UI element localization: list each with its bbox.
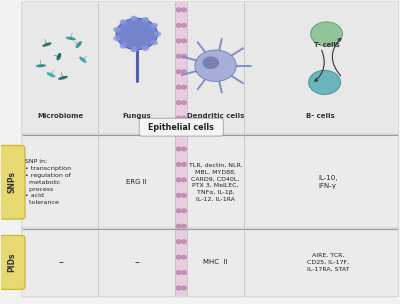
Circle shape bbox=[202, 56, 219, 69]
FancyBboxPatch shape bbox=[0, 145, 25, 219]
Circle shape bbox=[116, 18, 158, 50]
Text: TLR, dectin, NLR,
MBL, MYD88,
CARD9, CD40L,
PTX 3, MelLEC,
TNFα, IL-1β,
IL-12, I: TLR, dectin, NLR, MBL, MYD88, CARD9, CD4… bbox=[189, 163, 242, 202]
Circle shape bbox=[151, 23, 158, 28]
Circle shape bbox=[182, 163, 186, 166]
Circle shape bbox=[176, 286, 181, 290]
FancyBboxPatch shape bbox=[139, 118, 223, 136]
Circle shape bbox=[182, 178, 186, 182]
Ellipse shape bbox=[42, 43, 52, 47]
Circle shape bbox=[182, 8, 186, 12]
Circle shape bbox=[182, 101, 186, 105]
Text: MHC  II: MHC II bbox=[203, 259, 228, 265]
Circle shape bbox=[176, 194, 181, 197]
Circle shape bbox=[176, 132, 181, 135]
Circle shape bbox=[151, 40, 158, 45]
Text: AIRE, TCR,
CD25, IL-17F,
IL-17RA, STAT: AIRE, TCR, CD25, IL-17F, IL-17RA, STAT bbox=[306, 253, 349, 272]
Text: Dendritic cells: Dendritic cells bbox=[187, 113, 244, 119]
Text: SNPs: SNPs bbox=[8, 171, 16, 193]
Circle shape bbox=[176, 101, 181, 105]
Ellipse shape bbox=[36, 64, 46, 67]
Circle shape bbox=[176, 116, 181, 120]
Circle shape bbox=[195, 50, 236, 81]
Circle shape bbox=[176, 54, 181, 58]
Ellipse shape bbox=[58, 76, 68, 80]
FancyBboxPatch shape bbox=[22, 228, 399, 297]
Circle shape bbox=[176, 163, 181, 166]
Circle shape bbox=[182, 271, 186, 275]
Circle shape bbox=[182, 255, 186, 259]
Text: T- cells: T- cells bbox=[314, 42, 339, 47]
Ellipse shape bbox=[56, 53, 61, 60]
Circle shape bbox=[176, 24, 181, 27]
Circle shape bbox=[182, 39, 186, 43]
Circle shape bbox=[176, 224, 181, 228]
Circle shape bbox=[176, 8, 181, 12]
Text: –: – bbox=[134, 257, 139, 268]
Circle shape bbox=[142, 46, 149, 51]
Text: Fungus: Fungus bbox=[122, 113, 151, 119]
Circle shape bbox=[182, 224, 186, 228]
Circle shape bbox=[311, 22, 342, 46]
Circle shape bbox=[130, 47, 138, 52]
Text: B- cells: B- cells bbox=[306, 113, 335, 119]
Circle shape bbox=[142, 17, 149, 22]
Circle shape bbox=[182, 116, 186, 120]
Circle shape bbox=[182, 209, 186, 212]
Circle shape bbox=[176, 147, 181, 151]
Text: PIDs: PIDs bbox=[8, 253, 16, 272]
Circle shape bbox=[176, 85, 181, 89]
Circle shape bbox=[176, 70, 181, 74]
Text: Microbiome: Microbiome bbox=[38, 113, 84, 119]
Ellipse shape bbox=[76, 41, 82, 48]
Circle shape bbox=[120, 19, 127, 25]
Circle shape bbox=[113, 36, 120, 41]
Circle shape bbox=[154, 31, 161, 37]
Bar bbox=[175, 2, 187, 296]
Circle shape bbox=[176, 255, 181, 259]
Circle shape bbox=[113, 27, 120, 32]
FancyBboxPatch shape bbox=[22, 1, 399, 136]
Ellipse shape bbox=[66, 37, 76, 40]
Circle shape bbox=[182, 85, 186, 89]
Text: IL-10,
IFN-γ: IL-10, IFN-γ bbox=[318, 175, 338, 189]
Circle shape bbox=[130, 16, 138, 21]
Circle shape bbox=[176, 209, 181, 212]
Circle shape bbox=[176, 240, 181, 244]
FancyBboxPatch shape bbox=[0, 236, 25, 289]
Circle shape bbox=[120, 43, 127, 49]
Circle shape bbox=[176, 271, 181, 275]
Ellipse shape bbox=[46, 72, 55, 78]
Circle shape bbox=[182, 24, 186, 27]
Circle shape bbox=[176, 39, 181, 43]
Circle shape bbox=[176, 178, 181, 182]
FancyBboxPatch shape bbox=[22, 134, 399, 230]
Text: Epithelial cells: Epithelial cells bbox=[148, 123, 214, 132]
Circle shape bbox=[182, 70, 186, 74]
Circle shape bbox=[182, 240, 186, 244]
Circle shape bbox=[182, 194, 186, 197]
Text: SNP in:
• transcription
• regulation of
  metabolic
  process
• acid
  tolerance: SNP in: • transcription • regulation of … bbox=[25, 159, 71, 205]
Circle shape bbox=[182, 286, 186, 290]
Text: –: – bbox=[58, 257, 63, 268]
Text: ERG II: ERG II bbox=[126, 179, 147, 185]
Circle shape bbox=[182, 54, 186, 58]
Circle shape bbox=[309, 70, 340, 95]
Circle shape bbox=[182, 132, 186, 135]
Circle shape bbox=[182, 147, 186, 151]
Ellipse shape bbox=[79, 57, 86, 63]
